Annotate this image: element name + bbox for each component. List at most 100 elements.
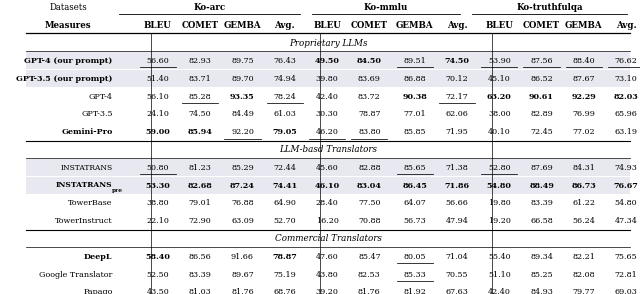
- Text: 70.88: 70.88: [358, 217, 381, 225]
- Text: 85.47: 85.47: [358, 253, 381, 261]
- Text: 84.31: 84.31: [572, 164, 595, 172]
- Text: TowerInstruct: TowerInstruct: [55, 217, 113, 225]
- Text: 53.30: 53.30: [145, 182, 170, 190]
- Text: 92.29: 92.29: [572, 93, 596, 101]
- Text: Avg.: Avg.: [447, 21, 467, 30]
- Text: 84.49: 84.49: [231, 110, 254, 118]
- Text: 71.04: 71.04: [445, 253, 468, 261]
- Text: 85.33: 85.33: [403, 270, 426, 279]
- Text: 76.43: 76.43: [273, 57, 296, 65]
- Text: 71.95: 71.95: [445, 128, 468, 136]
- Text: GEMBA: GEMBA: [396, 21, 433, 30]
- Text: 76.88: 76.88: [231, 199, 254, 207]
- Text: 59.00: 59.00: [145, 128, 170, 136]
- Text: 81.23: 81.23: [189, 164, 212, 172]
- Text: 61.22: 61.22: [572, 199, 595, 207]
- Text: 87.67: 87.67: [573, 75, 595, 83]
- Text: 45.60: 45.60: [316, 164, 339, 172]
- Text: 74.93: 74.93: [615, 164, 637, 172]
- Text: 91.66: 91.66: [231, 253, 254, 261]
- Text: 78.24: 78.24: [273, 93, 296, 101]
- Text: 42.40: 42.40: [488, 288, 511, 294]
- Text: 89.70: 89.70: [231, 75, 254, 83]
- Text: 82.03: 82.03: [614, 93, 639, 101]
- Text: 70.55: 70.55: [445, 270, 468, 279]
- Text: 81.76: 81.76: [358, 288, 381, 294]
- Text: 83.39: 83.39: [530, 199, 553, 207]
- Text: GPT-3.5 (our prompt): GPT-3.5 (our prompt): [16, 75, 113, 83]
- Text: 89.75: 89.75: [231, 57, 254, 65]
- Text: Google Translator: Google Translator: [39, 270, 113, 279]
- Text: INSTATRANS: INSTATRANS: [55, 181, 112, 189]
- Text: 69.03: 69.03: [615, 288, 637, 294]
- Text: 83.72: 83.72: [358, 93, 381, 101]
- Text: 47.94: 47.94: [445, 217, 468, 225]
- Text: 86.88: 86.88: [403, 75, 426, 83]
- Text: COMET: COMET: [182, 21, 219, 30]
- Text: 47.60: 47.60: [316, 253, 339, 261]
- Text: 79.77: 79.77: [573, 288, 595, 294]
- Text: 39.20: 39.20: [316, 288, 339, 294]
- Text: LLM-basd Translators: LLM-basd Translators: [279, 146, 377, 154]
- Text: 82.89: 82.89: [530, 110, 553, 118]
- Text: 83.71: 83.71: [189, 75, 212, 83]
- Text: 77.50: 77.50: [358, 199, 381, 207]
- Text: 85.85: 85.85: [403, 128, 426, 136]
- Text: Datasets: Datasets: [49, 3, 87, 12]
- Text: 82.93: 82.93: [189, 57, 212, 65]
- Text: 45.10: 45.10: [488, 75, 511, 83]
- Text: 86.56: 86.56: [189, 253, 212, 261]
- Text: 55.40: 55.40: [488, 253, 511, 261]
- Text: Ko-arc: Ko-arc: [193, 3, 225, 12]
- Text: 82.21: 82.21: [572, 253, 595, 261]
- Text: 88.40: 88.40: [573, 57, 595, 65]
- Text: 63.19: 63.19: [614, 128, 637, 136]
- Text: INSTATRANS: INSTATRANS: [60, 164, 113, 172]
- Text: 85.25: 85.25: [531, 270, 553, 279]
- Text: 72.90: 72.90: [189, 217, 212, 225]
- Text: GPT-4 (our prompt): GPT-4 (our prompt): [24, 57, 113, 65]
- Text: 63.09: 63.09: [231, 217, 254, 225]
- Text: 71.38: 71.38: [445, 164, 468, 172]
- Text: 86.52: 86.52: [530, 75, 553, 83]
- Text: 22.10: 22.10: [147, 217, 170, 225]
- Text: 46.10: 46.10: [314, 182, 340, 190]
- Bar: [26, 70, 630, 87]
- Text: Ko-mmlu: Ko-mmlu: [364, 3, 408, 12]
- Text: 61.03: 61.03: [273, 110, 296, 118]
- Text: 79.01: 79.01: [189, 199, 212, 207]
- Text: 84.93: 84.93: [530, 288, 553, 294]
- Text: 83.69: 83.69: [358, 75, 381, 83]
- Text: 54.80: 54.80: [487, 182, 512, 190]
- Text: 93.35: 93.35: [230, 93, 255, 101]
- Text: 82.08: 82.08: [573, 270, 595, 279]
- Text: Proprietary LLMs: Proprietary LLMs: [289, 39, 367, 48]
- Text: BLEU: BLEU: [144, 21, 172, 30]
- Text: 84.50: 84.50: [357, 57, 382, 65]
- Text: 86.45: 86.45: [403, 182, 427, 190]
- Text: 75.65: 75.65: [615, 253, 637, 261]
- Text: 19.80: 19.80: [488, 199, 511, 207]
- Text: COMET: COMET: [351, 21, 388, 30]
- Text: 80.05: 80.05: [403, 253, 426, 261]
- Text: Avg.: Avg.: [275, 21, 295, 30]
- Text: 64.90: 64.90: [273, 199, 296, 207]
- Text: 19.20: 19.20: [488, 217, 511, 225]
- Text: COMET: COMET: [523, 21, 560, 30]
- Text: GPT-3.5: GPT-3.5: [81, 110, 113, 118]
- Text: 56.10: 56.10: [147, 93, 169, 101]
- Text: 83.04: 83.04: [357, 182, 382, 190]
- Text: 39.80: 39.80: [316, 75, 339, 83]
- Text: 83.39: 83.39: [189, 270, 212, 279]
- Text: 82.88: 82.88: [358, 164, 381, 172]
- Text: 30.30: 30.30: [316, 110, 339, 118]
- Text: Papago: Papago: [83, 288, 113, 294]
- Text: 82.53: 82.53: [358, 270, 381, 279]
- Text: GPT-4: GPT-4: [88, 93, 113, 101]
- Text: 54.80: 54.80: [615, 199, 637, 207]
- Text: 87.56: 87.56: [531, 57, 553, 65]
- Text: 72.44: 72.44: [273, 164, 296, 172]
- Text: GEMBA: GEMBA: [565, 21, 603, 30]
- Text: 83.80: 83.80: [358, 128, 381, 136]
- Text: 89.34: 89.34: [530, 253, 553, 261]
